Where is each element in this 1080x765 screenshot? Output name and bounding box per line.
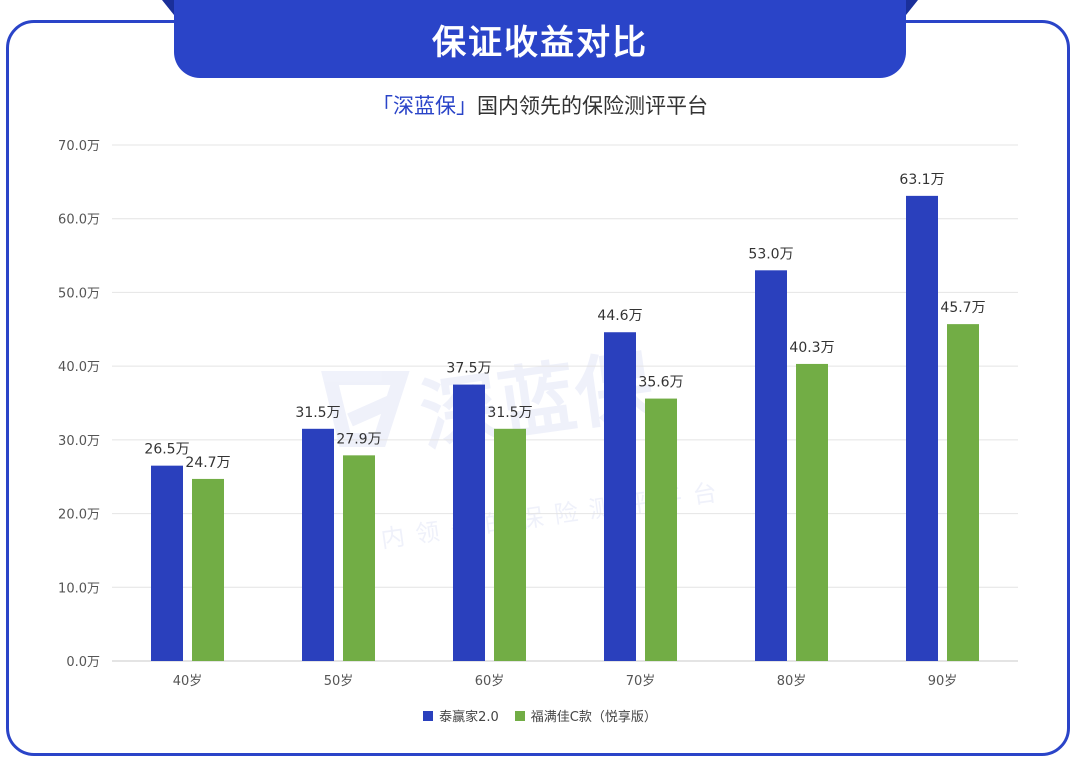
data-label: 44.6万 xyxy=(597,308,642,324)
x-tick-label: 80岁 xyxy=(777,674,807,689)
data-label: 40.3万 xyxy=(789,340,834,356)
legend-label: 福满佳C款（悦享版） xyxy=(530,710,657,725)
legend-item-series1: 泰赢家2.0 xyxy=(423,706,499,725)
subtitle-brand: 「深蓝保」 xyxy=(372,94,477,118)
y-tick-label: 40.0万 xyxy=(58,360,100,375)
data-label: 35.6万 xyxy=(638,375,683,391)
x-tick-label: 90岁 xyxy=(928,674,958,689)
y-tick-label: 30.0万 xyxy=(58,434,100,449)
y-tick-label: 20.0万 xyxy=(58,508,100,523)
y-tick-label: 50.0万 xyxy=(58,286,100,301)
bar-series1 xyxy=(302,428,334,661)
legend: 泰赢家2.0 福满佳C款（悦享版） xyxy=(0,706,1080,725)
bar-series1 xyxy=(755,270,787,661)
subtitle: 「深蓝保」国内领先的保险测评平台 xyxy=(0,90,1080,120)
subtitle-text: 国内领先的保险测评平台 xyxy=(477,94,708,118)
card-frame xyxy=(6,20,1070,756)
x-tick-label: 40岁 xyxy=(173,674,203,689)
legend-swatch xyxy=(514,710,525,721)
bar-series2 xyxy=(192,478,224,661)
x-tick-label: 50岁 xyxy=(324,674,354,689)
data-label: 27.9万 xyxy=(336,431,381,447)
y-tick-label: 0.0万 xyxy=(66,655,100,670)
legend-item-series2: 福满佳C款（悦享版） xyxy=(514,706,657,725)
bar-series2 xyxy=(645,398,677,661)
bar-series2 xyxy=(494,428,526,661)
data-label: 37.5万 xyxy=(446,361,491,377)
data-label: 24.7万 xyxy=(185,455,230,471)
data-label: 31.5万 xyxy=(487,405,532,421)
data-label: 26.5万 xyxy=(144,442,189,458)
bar-series1 xyxy=(453,384,485,661)
x-tick-label: 60岁 xyxy=(475,674,505,689)
bar-series1 xyxy=(151,465,183,661)
y-tick-label: 10.0万 xyxy=(58,581,100,596)
y-tick-label: 70.0万 xyxy=(58,139,100,154)
x-tick-label: 70岁 xyxy=(626,674,656,689)
bar-series1 xyxy=(906,195,938,661)
bar-series2 xyxy=(796,363,828,661)
data-label: 63.1万 xyxy=(899,172,944,188)
bar-series1 xyxy=(604,332,636,661)
y-tick-label: 60.0万 xyxy=(58,213,100,228)
data-label: 45.7万 xyxy=(940,300,985,316)
page-title-text: 保证收益对比 xyxy=(432,22,648,63)
data-label: 53.0万 xyxy=(748,246,793,262)
legend-label: 泰赢家2.0 xyxy=(439,710,499,725)
bar-series2 xyxy=(343,455,375,661)
page-title: 保证收益对比 xyxy=(174,0,906,78)
legend-swatch xyxy=(423,710,434,721)
data-label: 31.5万 xyxy=(295,405,340,421)
bar-series2 xyxy=(947,324,979,661)
